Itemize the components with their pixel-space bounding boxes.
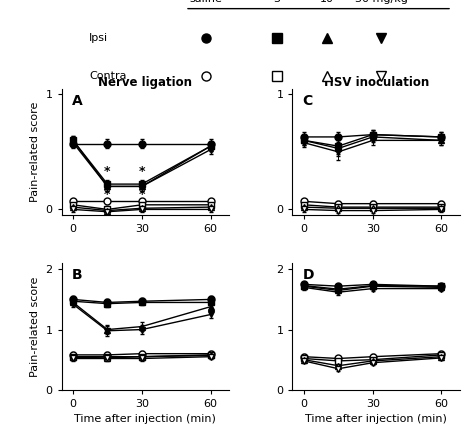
X-axis label: Time after injection (min): Time after injection (min): [74, 414, 216, 424]
Text: 3: 3: [273, 0, 280, 4]
Text: C: C: [302, 93, 313, 108]
Title: Nerve ligation: Nerve ligation: [98, 76, 192, 89]
Text: Contra: Contra: [89, 71, 127, 81]
Text: *: *: [138, 165, 145, 179]
Text: *: *: [138, 188, 145, 202]
Title: HSV inoculation: HSV inoculation: [324, 76, 429, 89]
Text: *: *: [104, 188, 111, 202]
Text: A: A: [72, 93, 82, 108]
X-axis label: Time after injection (min): Time after injection (min): [305, 414, 447, 424]
Y-axis label: Pain-related score: Pain-related score: [30, 102, 40, 202]
Text: 30 mg/kg: 30 mg/kg: [355, 0, 408, 4]
Text: B: B: [72, 268, 82, 282]
Text: *: *: [104, 165, 111, 179]
Text: 10: 10: [320, 0, 334, 4]
Text: saline: saline: [190, 0, 222, 4]
Text: D: D: [302, 268, 314, 282]
Text: Ipsi: Ipsi: [89, 33, 108, 43]
Y-axis label: Pain-related score: Pain-related score: [30, 276, 40, 377]
